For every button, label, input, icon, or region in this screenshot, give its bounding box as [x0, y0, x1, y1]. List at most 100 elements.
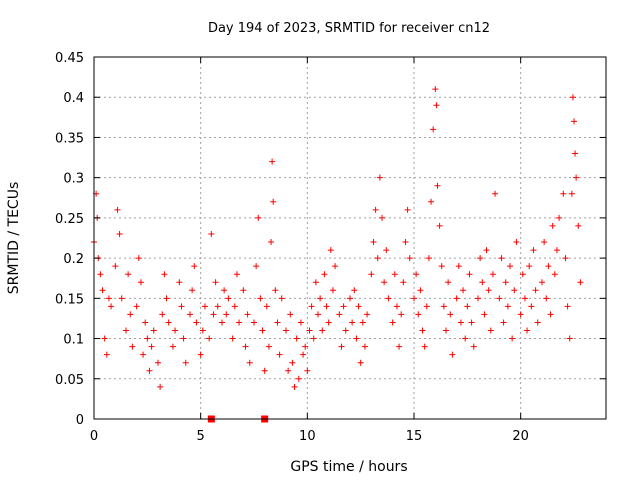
data-point	[393, 303, 400, 310]
data-point	[148, 343, 155, 350]
data-point	[269, 158, 276, 165]
data-point	[361, 343, 368, 350]
data-point	[127, 311, 134, 318]
data-point	[374, 255, 381, 262]
data-point	[191, 263, 198, 270]
data-point	[517, 311, 524, 318]
data-point	[259, 327, 266, 334]
data-point	[571, 118, 577, 125]
data-point	[189, 287, 196, 294]
data-point	[575, 222, 582, 229]
data-point	[413, 271, 420, 278]
data-point	[492, 190, 499, 197]
data-point	[300, 351, 307, 358]
x-tick-label: 5	[197, 429, 205, 444]
data-point	[317, 295, 324, 302]
data-point	[283, 327, 289, 334]
data-point	[539, 279, 545, 286]
data-point	[329, 287, 336, 294]
data-point	[103, 351, 110, 358]
data-point	[293, 335, 300, 342]
data-point	[470, 343, 477, 350]
data-point	[302, 343, 309, 350]
data-point	[310, 335, 317, 342]
data-point	[519, 271, 526, 278]
data-point	[272, 287, 279, 294]
y-tick-label: 0.1	[63, 333, 84, 348]
data-points	[91, 86, 584, 423]
data-point	[214, 303, 221, 310]
x-tick-label: 10	[299, 429, 316, 444]
data-point	[543, 295, 550, 302]
data-point	[306, 327, 313, 334]
data-point	[268, 239, 275, 246]
data-point	[357, 359, 364, 366]
data-point	[433, 102, 440, 109]
plot-frame	[93, 56, 607, 420]
data-point	[242, 343, 249, 350]
data-point	[526, 263, 533, 270]
data-point	[212, 279, 219, 286]
data-point	[504, 303, 511, 310]
data-point	[105, 295, 112, 302]
data-point	[475, 295, 481, 302]
data-point	[323, 303, 330, 310]
data-point	[197, 351, 204, 358]
data-point	[487, 327, 494, 334]
data-point	[276, 351, 283, 358]
data-point	[521, 295, 528, 302]
data-point	[500, 319, 507, 326]
data-point	[376, 174, 383, 181]
data-point	[353, 335, 360, 342]
data-point	[233, 271, 240, 278]
data-point	[398, 311, 405, 318]
data-point	[255, 214, 262, 221]
data-point	[129, 343, 136, 350]
data-point	[421, 343, 428, 350]
x-tick-label: 20	[512, 429, 529, 444]
data-point	[355, 303, 362, 310]
data-point	[223, 311, 230, 318]
data-point	[325, 319, 332, 326]
data-point	[532, 287, 539, 294]
data-point	[257, 295, 264, 302]
axis-ticks: 0 0.05 0.1 0.15 0.2 0.25 0.3 0.35 0.4 0.45 0 5 10 15 2…	[55, 51, 606, 444]
data-point	[389, 319, 396, 326]
data-point	[225, 295, 232, 302]
data-point	[396, 343, 403, 350]
data-point	[496, 295, 503, 302]
data-point	[327, 247, 334, 254]
data-point	[379, 214, 385, 221]
data-point	[312, 279, 319, 286]
data-point	[351, 287, 358, 294]
data-point	[101, 335, 108, 342]
data-point	[135, 255, 142, 262]
data-point	[246, 359, 253, 366]
data-point	[340, 303, 347, 310]
data-point	[428, 198, 435, 205]
data-point	[116, 230, 123, 237]
data-point	[297, 319, 304, 326]
data-point	[560, 190, 567, 197]
data-point	[321, 271, 328, 278]
data-point	[507, 263, 513, 270]
data-point	[545, 263, 552, 270]
data-point	[534, 319, 541, 326]
data-point	[556, 214, 563, 221]
data-point	[176, 279, 183, 286]
data-point	[391, 271, 398, 278]
data-point	[295, 375, 302, 382]
data-point	[460, 287, 467, 294]
data-point	[112, 263, 119, 270]
y-tick-label: 0.35	[55, 131, 84, 146]
data-point	[447, 311, 454, 318]
data-point	[123, 327, 129, 334]
data-point	[146, 367, 153, 374]
data-point	[566, 335, 573, 342]
data-point	[464, 303, 471, 310]
data-point	[240, 287, 247, 294]
data-point	[169, 343, 176, 350]
data-point	[541, 239, 548, 246]
data-point	[551, 271, 558, 278]
